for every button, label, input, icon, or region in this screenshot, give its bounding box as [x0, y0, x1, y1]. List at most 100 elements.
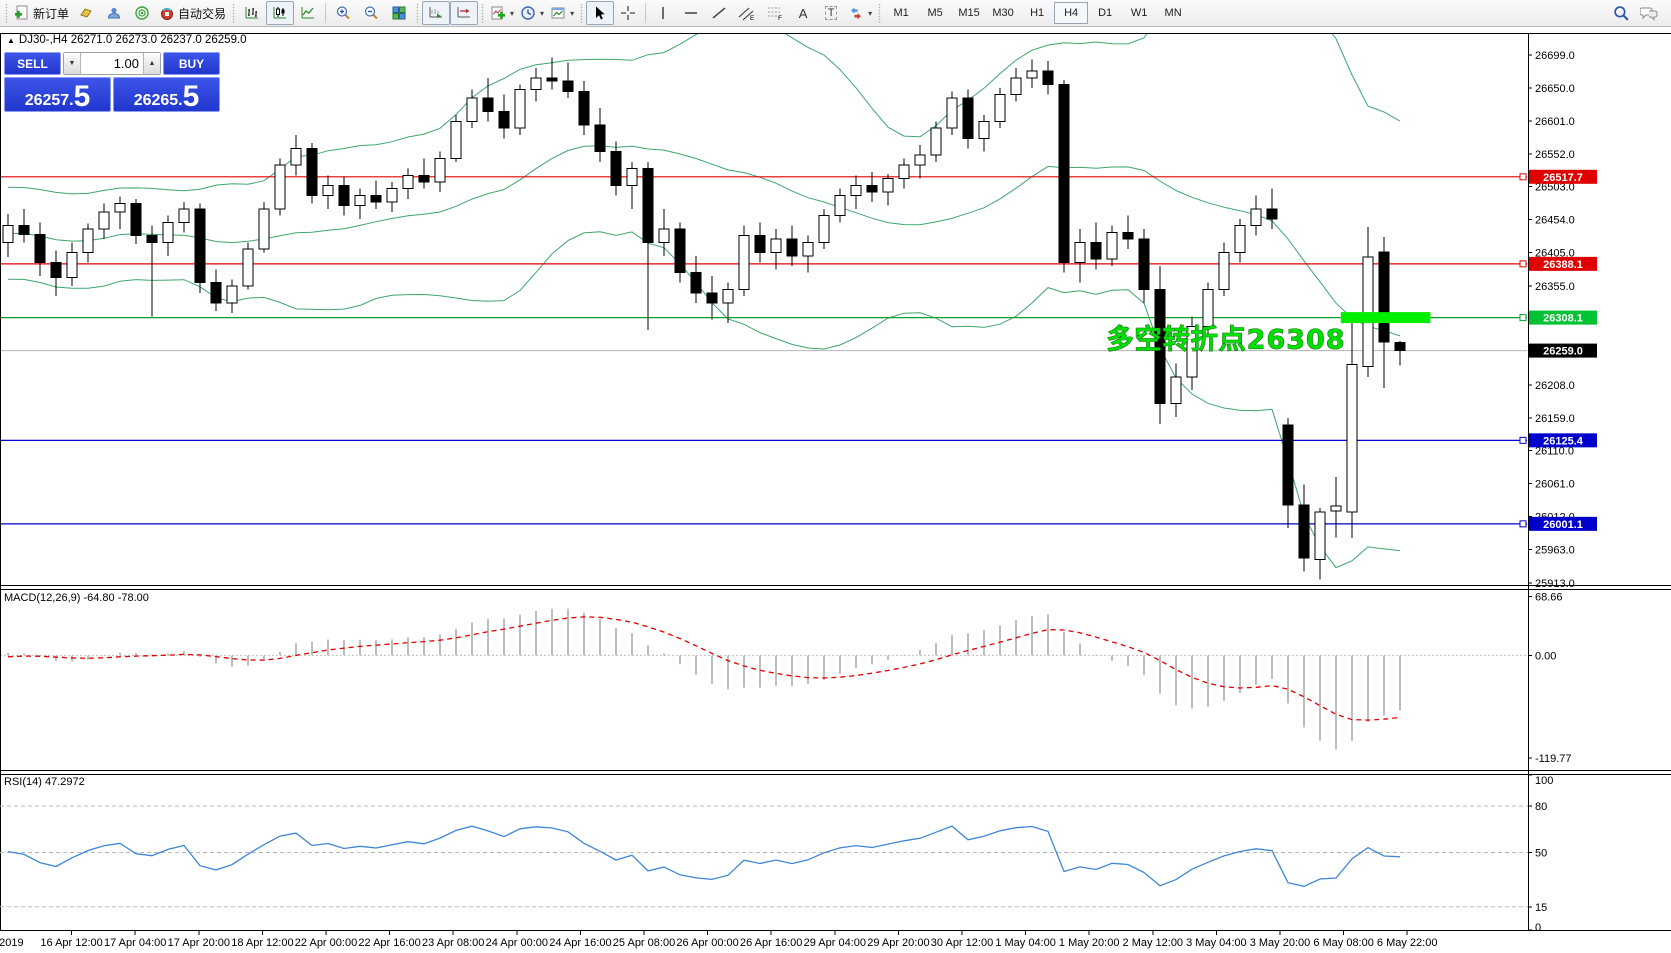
bar-chart-button[interactable]: [238, 1, 266, 25]
timeframe-w1-button[interactable]: W1: [1130, 7, 1148, 19]
time-tick-label: 29 Apr 04:00: [804, 937, 866, 949]
level-26001.1-badge: [1529, 516, 1597, 531]
level-marker[interactable]: [1519, 520, 1527, 528]
tile-windows-button[interactable]: [385, 1, 413, 25]
collapse-panel-icon[interactable]: ▲: [7, 35, 15, 45]
text-label-button[interactable]: T: [817, 1, 845, 25]
candle-body: [450, 121, 462, 159]
timeframe-m30-button[interactable]: M30: [992, 7, 1014, 19]
candle-body: [146, 235, 158, 243]
level-marker[interactable]: [1519, 314, 1527, 322]
cursor-button[interactable]: [586, 1, 615, 25]
zoom-in-button[interactable]: [329, 1, 357, 25]
periods-button[interactable]: ▾: [517, 1, 547, 25]
candle-body: [466, 97, 478, 123]
candle-body: [34, 233, 46, 264]
sell-price-button[interactable]: 26257. 5: [4, 77, 111, 112]
macd-pane: [1, 608, 1527, 750]
candle-body: [562, 80, 574, 92]
timeframe-m15-button[interactable]: M15: [958, 7, 980, 19]
timeframe-h4-button[interactable]: H4: [1054, 2, 1089, 24]
equidistant-channel-button[interactable]: E: [733, 1, 761, 25]
rsi-axis-label: 15: [1535, 902, 1547, 914]
chart-shift-button[interactable]: [450, 1, 479, 25]
time-tick-label: 26 Apr 16:00: [740, 937, 802, 949]
horizontal-line-button[interactable]: [677, 1, 705, 25]
line-chart-button[interactable]: [294, 1, 322, 25]
one-click-trading-panel: SELL ▼ ▲ BUY 26257. 5 26265. 5: [4, 52, 220, 112]
candles: [2, 57, 1406, 580]
line-chart-icon: [301, 7, 315, 19]
time-tick-label: 6 May 08:00: [1313, 937, 1374, 949]
fibonacci-button[interactable]: F: [761, 1, 789, 25]
candle-body: [594, 124, 606, 153]
timeframe-mn-button[interactable]: MN: [1164, 7, 1182, 19]
buy-price-button[interactable]: 26265. 5: [113, 77, 220, 112]
candle-body: [738, 235, 750, 290]
level-marker[interactable]: [1519, 436, 1527, 444]
auto-trading-label: 自动交易: [178, 6, 227, 21]
vertical-line-button[interactable]: [649, 1, 677, 25]
buy-price-pip: 5: [182, 79, 200, 113]
text-tool-button[interactable]: A: [789, 1, 817, 25]
timeframe-m5-button[interactable]: M5: [927, 7, 943, 19]
timeframe-d1-button[interactable]: D1: [1098, 7, 1113, 19]
svg-text:F: F: [778, 15, 782, 21]
candle-body: [178, 208, 190, 223]
auto-scroll-button[interactable]: [422, 1, 451, 25]
new-order-button[interactable]: 新订单: [11, 1, 72, 25]
level-marker[interactable]: [1519, 173, 1527, 181]
search-button[interactable]: [1607, 1, 1635, 25]
crosshair-button[interactable]: [614, 1, 642, 25]
candle-body: [370, 194, 382, 203]
candle-body: [290, 147, 302, 166]
toolbar-grip[interactable]: [480, 3, 486, 23]
shapes-button[interactable]: ▾: [845, 1, 875, 25]
indicators-button[interactable]: ▾: [487, 1, 517, 25]
candle-body: [994, 94, 1006, 123]
candle-body: [866, 184, 878, 193]
buy-button[interactable]: BUY: [163, 52, 220, 75]
toolbar-grip[interactable]: [415, 3, 421, 23]
profile-button[interactable]: [100, 1, 128, 25]
candle-body: [930, 127, 942, 156]
time-tick-label: 2 May 12:00: [1123, 937, 1184, 949]
timeframe-m1-button[interactable]: M1: [893, 7, 909, 19]
chat-button[interactable]: [1635, 1, 1663, 25]
time-tick-label: 17 Apr 04:00: [104, 937, 166, 949]
toolbar-grip[interactable]: [877, 3, 883, 23]
sell-button[interactable]: SELL: [4, 52, 61, 75]
turning-point-highlight-bar[interactable]: [1340, 312, 1431, 324]
market-button[interactable]: [72, 1, 100, 25]
candle-body: [1122, 231, 1134, 240]
toolbar-grip[interactable]: [579, 3, 585, 23]
signals-button[interactable]: [128, 1, 156, 25]
price-tick-label: 26208.0: [1535, 380, 1575, 392]
volume-increase-button[interactable]: ▲: [143, 53, 160, 74]
bar-chart-icon: [245, 7, 259, 19]
timeframe-h1-button[interactable]: H1: [1030, 7, 1045, 19]
candlestick-chart-icon: [273, 7, 287, 19]
toolbar-separator: [325, 3, 327, 23]
candle-body: [610, 151, 622, 186]
volume-box: ▼ ▲: [63, 52, 161, 75]
candle-body: [18, 225, 30, 235]
symbol-ohlc-text: DJ30-,H4 26271.0 26273.0 26237.0 26259.0: [18, 34, 247, 46]
volume-decrease-button[interactable]: ▼: [64, 53, 81, 74]
toolbar-grip[interactable]: [231, 3, 237, 23]
chart-annotation-text[interactable]: 多空转折点26308: [1106, 323, 1346, 356]
candlestick-chart-button[interactable]: [266, 1, 295, 25]
toolbar-grip[interactable]: [4, 3, 9, 23]
candle-body: [1298, 504, 1310, 559]
time-tick-label: 1 May 20:00: [1059, 937, 1120, 949]
chart-canvas[interactable]: 多空转折点2630826699.026650.026601.026552.026…: [0, 27, 1671, 953]
volume-input[interactable]: [81, 53, 143, 74]
candle-body: [338, 184, 350, 206]
trendline-button[interactable]: [705, 1, 733, 25]
templates-button[interactable]: ▾: [547, 1, 577, 25]
auto-trading-button[interactable]: 自动交易: [156, 1, 229, 25]
tile-windows-icon: [392, 6, 406, 20]
zoom-out-button[interactable]: [357, 1, 385, 25]
level-marker[interactable]: [1519, 260, 1527, 268]
